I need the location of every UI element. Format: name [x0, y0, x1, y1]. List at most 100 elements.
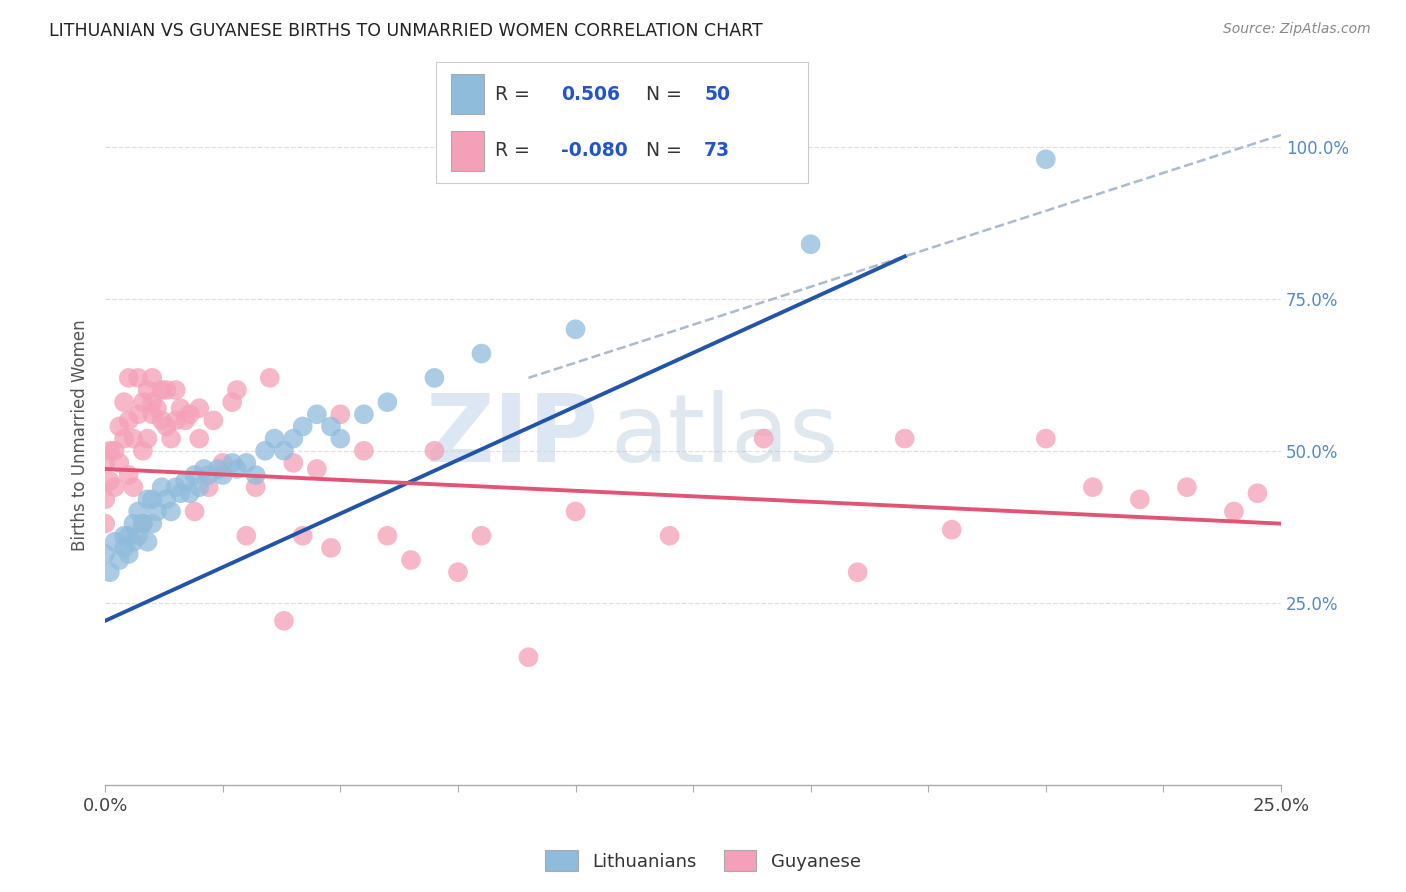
- Point: [291, 419, 314, 434]
- Point: [112, 395, 135, 409]
- Point: [155, 383, 177, 397]
- Point: [941, 523, 963, 537]
- Text: R =: R =: [495, 85, 536, 103]
- Point: [800, 237, 823, 252]
- Point: [211, 468, 233, 483]
- Point: [188, 480, 211, 494]
- FancyBboxPatch shape: [451, 131, 484, 171]
- Point: [160, 432, 183, 446]
- Point: [118, 371, 141, 385]
- Point: [112, 541, 135, 555]
- Text: R =: R =: [495, 141, 536, 160]
- Point: [122, 534, 145, 549]
- Point: [112, 432, 135, 446]
- Point: [169, 486, 191, 500]
- Point: [160, 504, 183, 518]
- Point: [141, 516, 163, 531]
- Point: [98, 474, 121, 488]
- Point: [174, 413, 197, 427]
- Point: [564, 504, 586, 518]
- Point: [423, 371, 446, 385]
- Point: [165, 480, 187, 494]
- Point: [179, 407, 201, 421]
- Point: [94, 492, 117, 507]
- Point: [1081, 480, 1104, 494]
- Text: 73: 73: [704, 141, 730, 160]
- Point: [353, 443, 375, 458]
- Point: [1035, 432, 1057, 446]
- Point: [150, 413, 173, 427]
- Point: [165, 383, 187, 397]
- Point: [353, 407, 375, 421]
- Point: [517, 650, 540, 665]
- Point: [127, 529, 149, 543]
- Point: [254, 443, 277, 458]
- Point: [319, 541, 342, 555]
- Point: [98, 443, 121, 458]
- Point: [127, 407, 149, 421]
- Point: [150, 383, 173, 397]
- Point: [132, 516, 155, 531]
- Point: [150, 480, 173, 494]
- Point: [329, 407, 352, 421]
- Y-axis label: Births to Unmarried Women: Births to Unmarried Women: [72, 319, 89, 551]
- Point: [283, 432, 305, 446]
- FancyBboxPatch shape: [451, 75, 484, 114]
- Point: [193, 462, 215, 476]
- Point: [122, 480, 145, 494]
- Point: [118, 468, 141, 483]
- Point: [283, 456, 305, 470]
- Point: [136, 492, 159, 507]
- Legend: Lithuanians, Guyanese: Lithuanians, Guyanese: [538, 843, 868, 879]
- Point: [118, 413, 141, 427]
- Point: [132, 395, 155, 409]
- Point: [447, 565, 470, 579]
- Point: [108, 419, 131, 434]
- Point: [118, 547, 141, 561]
- Point: [423, 443, 446, 458]
- Point: [319, 419, 342, 434]
- Point: [564, 322, 586, 336]
- Point: [211, 456, 233, 470]
- Point: [225, 383, 247, 397]
- Point: [183, 504, 205, 518]
- Text: 50: 50: [704, 85, 730, 103]
- Point: [112, 529, 135, 543]
- Point: [399, 553, 422, 567]
- Point: [94, 456, 117, 470]
- Point: [245, 480, 267, 494]
- Point: [169, 401, 191, 416]
- Point: [136, 383, 159, 397]
- Text: N =: N =: [647, 85, 689, 103]
- Point: [305, 407, 328, 421]
- Text: 0.506: 0.506: [561, 85, 620, 103]
- Point: [1175, 480, 1198, 494]
- Point: [127, 504, 149, 518]
- Point: [174, 474, 197, 488]
- Point: [225, 462, 247, 476]
- Point: [136, 534, 159, 549]
- Point: [207, 462, 229, 476]
- Point: [141, 371, 163, 385]
- Point: [273, 614, 295, 628]
- Point: [122, 516, 145, 531]
- Point: [94, 547, 117, 561]
- Point: [165, 413, 187, 427]
- Point: [1035, 153, 1057, 167]
- Point: [470, 346, 492, 360]
- Text: N =: N =: [647, 141, 689, 160]
- Point: [136, 432, 159, 446]
- Point: [108, 553, 131, 567]
- Point: [118, 529, 141, 543]
- Point: [893, 432, 915, 446]
- Point: [122, 432, 145, 446]
- Point: [179, 486, 201, 500]
- Text: Source: ZipAtlas.com: Source: ZipAtlas.com: [1223, 22, 1371, 37]
- Point: [377, 395, 399, 409]
- Point: [141, 492, 163, 507]
- Point: [329, 432, 352, 446]
- Point: [221, 456, 243, 470]
- Point: [132, 443, 155, 458]
- Point: [377, 529, 399, 543]
- Point: [98, 565, 121, 579]
